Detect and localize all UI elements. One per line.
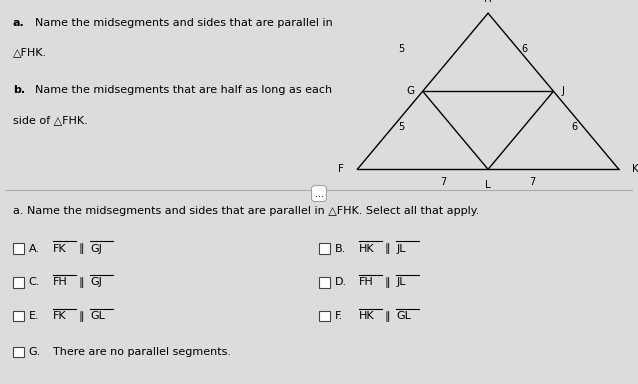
- Text: HK: HK: [359, 311, 375, 321]
- Text: 6: 6: [522, 44, 528, 54]
- Text: A.: A.: [29, 243, 40, 253]
- Text: FK: FK: [53, 311, 66, 321]
- Bar: [13, 311, 24, 321]
- Bar: [13, 243, 24, 254]
- Text: J: J: [561, 86, 565, 96]
- Text: ...: ...: [315, 189, 323, 199]
- Text: GL: GL: [396, 311, 411, 321]
- Text: G: G: [406, 86, 415, 96]
- Text: JL: JL: [396, 243, 406, 253]
- Text: 5: 5: [399, 122, 405, 132]
- Text: D.: D.: [335, 277, 347, 287]
- Text: B.: B.: [335, 243, 346, 253]
- Text: ∥: ∥: [385, 311, 390, 322]
- Bar: [319, 311, 330, 321]
- Text: 6: 6: [571, 122, 577, 132]
- Bar: [13, 347, 24, 357]
- Text: 5: 5: [399, 44, 405, 54]
- Text: GL: GL: [90, 311, 105, 321]
- Text: FK: FK: [53, 243, 66, 253]
- Text: 7: 7: [440, 177, 447, 187]
- Text: F: F: [338, 164, 345, 174]
- Text: Name the midsegments and sides that are parallel in: Name the midsegments and sides that are …: [35, 18, 333, 28]
- Text: F.: F.: [335, 311, 343, 321]
- Text: JL: JL: [396, 277, 406, 287]
- Text: There are no parallel segments.: There are no parallel segments.: [53, 347, 231, 357]
- Text: C.: C.: [29, 277, 40, 287]
- Text: H: H: [484, 0, 492, 4]
- Text: ∥: ∥: [78, 243, 84, 254]
- Text: GJ: GJ: [90, 277, 102, 287]
- Text: ∥: ∥: [78, 311, 84, 322]
- Text: GJ: GJ: [90, 243, 102, 253]
- Text: 7: 7: [530, 177, 536, 187]
- Bar: [13, 277, 24, 288]
- Text: K: K: [632, 164, 638, 174]
- Text: L: L: [485, 180, 491, 190]
- Text: a. Name the midsegments and sides that are parallel in △FHK. Select all that app: a. Name the midsegments and sides that a…: [13, 206, 479, 216]
- Text: ∥: ∥: [78, 277, 84, 288]
- Text: side of △FHK.: side of △FHK.: [13, 116, 87, 126]
- Text: FH: FH: [53, 277, 68, 287]
- Text: ∥: ∥: [385, 277, 390, 288]
- Text: ∥: ∥: [385, 243, 390, 254]
- Text: HK: HK: [359, 243, 375, 253]
- Text: Name the midsegments that are half as long as each: Name the midsegments that are half as lo…: [35, 85, 332, 95]
- Bar: [319, 277, 330, 288]
- Text: △FHK.: △FHK.: [13, 48, 47, 58]
- Text: FH: FH: [359, 277, 374, 287]
- Text: E.: E.: [29, 311, 40, 321]
- Text: b.: b.: [13, 85, 25, 95]
- Text: G.: G.: [29, 347, 41, 357]
- Text: a.: a.: [13, 18, 24, 28]
- Bar: [319, 243, 330, 254]
